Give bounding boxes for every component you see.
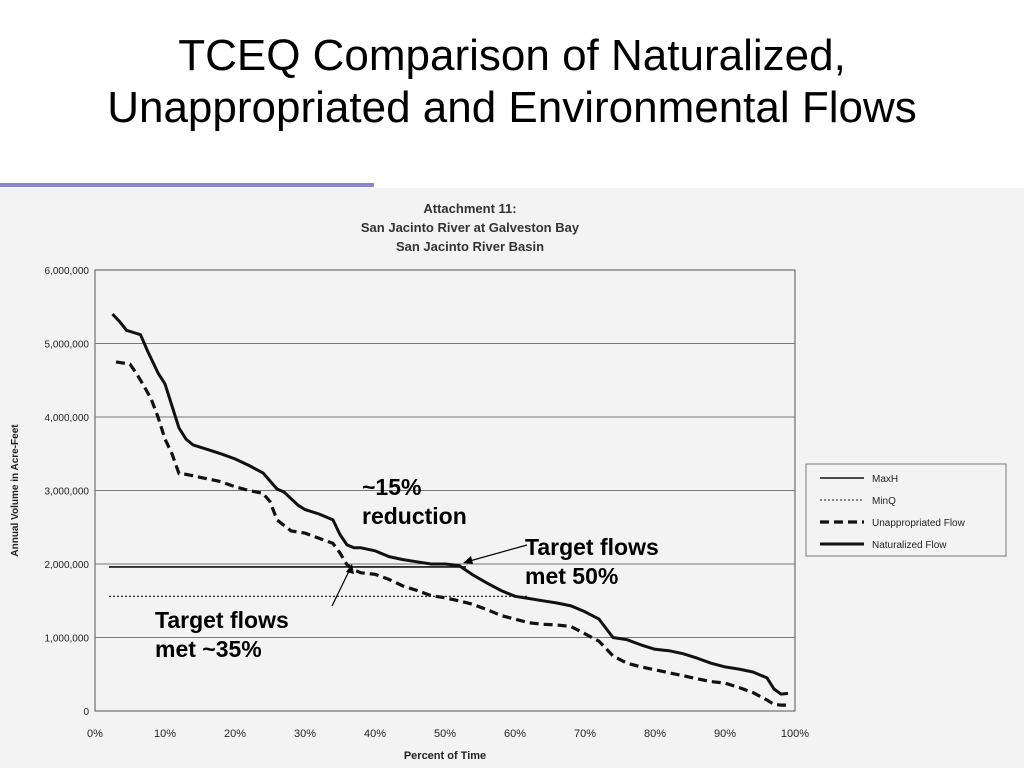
target-met-50-line-1: Target flows <box>525 534 659 560</box>
chart-subtitle-line-1: San Jacinto River at Galveston Bay <box>361 220 580 235</box>
y-tick-label: 2,000,000 <box>45 560 90 571</box>
x-tick-label: 30% <box>294 728 316 740</box>
y-tick-label: 4,000,000 <box>45 413 90 424</box>
x-tick-label: 50% <box>434 728 456 740</box>
x-tick-label: 60% <box>504 728 526 740</box>
x-tick-label: 90% <box>714 728 736 740</box>
y-tick-label: 5,000,000 <box>45 340 90 351</box>
target-met-35-arrow <box>331 566 352 607</box>
y-tick-label: 3,000,000 <box>45 487 90 498</box>
legend-box <box>805 463 1007 557</box>
legend-label: MaxH <box>872 474 898 485</box>
series-line-naturalized-flow <box>111 313 789 696</box>
slide-title-line-1: TCEQ Comparison of Naturalized, <box>178 31 846 80</box>
x-tick-label: 20% <box>224 728 246 740</box>
y-axis-label: Annual Volume in Acre-Feet <box>10 424 21 557</box>
target-met-35-line-2: met ~35% <box>155 636 262 662</box>
legend-label: Naturalized Flow <box>872 540 947 551</box>
series-line-unappropriated-flow <box>115 360 788 707</box>
target-met-50-arrow <box>465 544 528 563</box>
x-tick-label: 40% <box>364 728 386 740</box>
target-met-35-arrowhead <box>346 564 354 574</box>
x-tick-label: 0% <box>87 728 103 740</box>
legend-label: MinQ <box>872 496 896 507</box>
x-tick-label: 10% <box>154 728 176 740</box>
y-tick-label: 0 <box>83 707 89 718</box>
target-met-35-line-1: Target flows <box>155 607 289 633</box>
chart-subtitle-line-2: San Jacinto River Basin <box>396 239 544 254</box>
chart-title: Attachment 11: <box>423 201 516 216</box>
x-tick-label: 80% <box>644 728 666 740</box>
x-tick-label: 70% <box>574 728 596 740</box>
x-tick-label: 100% <box>781 728 809 740</box>
target-met-50-arrowhead <box>463 556 473 564</box>
reduction-annotation-line-1: ~15% <box>362 474 422 500</box>
target-met-50-line-2: met 50% <box>525 563 619 589</box>
y-tick-label: 6,000,000 <box>45 266 90 277</box>
target-met-50-annotation: Target flows met 50% <box>525 533 659 591</box>
legend-label: Unappropriated Flow <box>872 518 966 529</box>
x-axis-label: Percent of Time <box>404 750 486 762</box>
accent-rule <box>0 183 374 187</box>
target-met-35-annotation: Target flows met ~35% <box>155 606 289 664</box>
reduction-annotation-line-2: reduction <box>362 503 467 529</box>
slide-title: TCEQ Comparison of Naturalized, Unapprop… <box>0 30 1024 134</box>
reduction-annotation: ~15% reduction <box>362 473 467 531</box>
slide-title-line-2: Unappropriated and Environmental Flows <box>107 83 917 132</box>
y-tick-label: 1,000,000 <box>45 634 90 645</box>
